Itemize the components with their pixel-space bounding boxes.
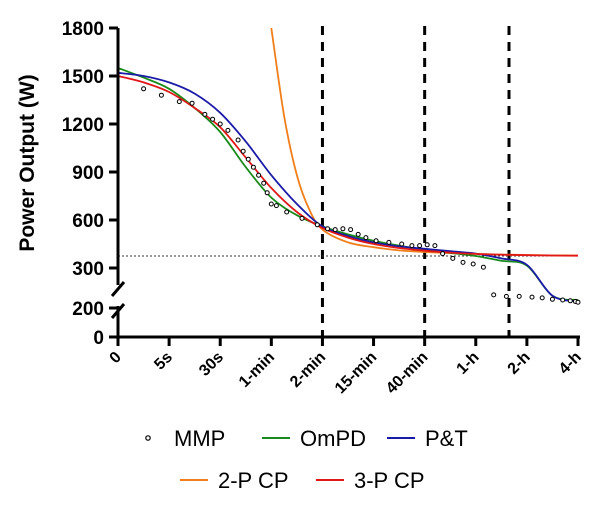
mmp-point: [575, 299, 581, 305]
mmp-point: [348, 227, 354, 233]
mmp-point: [314, 222, 320, 228]
series-line-3-p-cp: [118, 75, 579, 257]
mmp-point: [539, 295, 545, 301]
mmp-point: [202, 111, 208, 117]
mmp-point: [264, 190, 270, 196]
mmp-point: [299, 215, 305, 221]
mmp-point: [240, 148, 246, 154]
mmp-point: [516, 293, 522, 299]
mmp-point: [363, 235, 369, 241]
mmp-point: [217, 121, 223, 127]
mmp-point: [417, 243, 423, 249]
mmp-point: [325, 226, 331, 232]
mmp-point: [225, 127, 231, 133]
reference-lines: [118, 26, 578, 337]
y-tick-label: 200: [72, 299, 104, 320]
x-tick-label: 5s: [151, 349, 176, 374]
mmp-point: [250, 164, 256, 170]
legend-item-p-t: P&T: [387, 426, 468, 451]
mmp-point: [332, 227, 338, 233]
x-tick-label: 2-min: [287, 349, 329, 391]
mmp-point: [355, 231, 361, 237]
legend-label: P&T: [425, 426, 468, 451]
mmp-point: [284, 209, 290, 215]
mmp-point: [141, 86, 147, 92]
mmp-point: [245, 156, 251, 162]
mmp-point: [176, 99, 182, 105]
legend-item-mmp: MMP: [145, 426, 225, 451]
x-tick-label: 1-min: [236, 349, 278, 391]
mmp-point: [529, 294, 535, 300]
y-axis-break-mark: [110, 281, 126, 297]
mmp-point: [491, 292, 497, 298]
legend-label: 3-P CP: [354, 468, 425, 493]
legend-item-ompd: OmPD: [262, 426, 366, 451]
mmp-point: [256, 172, 262, 178]
mmp-point: [560, 297, 566, 303]
mmp-point: [189, 100, 195, 106]
y-tick-label: 300: [72, 259, 104, 280]
mmp-point: [268, 201, 274, 207]
y-tick-label: 600: [72, 211, 104, 232]
mmp-point: [424, 242, 430, 248]
mmp-point: [386, 239, 392, 245]
y-tick-label: 0: [93, 328, 104, 349]
mmp-point: [567, 298, 573, 304]
legend-label: MMP: [174, 426, 225, 451]
x-tick-label: 30s: [196, 349, 227, 380]
mmp-point: [460, 259, 466, 265]
mmp-point: [399, 241, 405, 247]
x-tick-label: 2-h: [505, 349, 534, 378]
legend-label: 2-P CP: [218, 468, 289, 493]
x-tick-label: 1-h: [454, 349, 483, 378]
y-axis-label: Power Output (W): [16, 74, 39, 251]
mmp-point: [549, 296, 555, 302]
mmp-point: [373, 238, 379, 244]
mmp-point: [210, 116, 216, 122]
mmp-point: [503, 293, 509, 299]
legend: MMP OmPD P&T 2-P CP 3-P CP: [145, 426, 468, 493]
y-tick-label: 900: [72, 163, 104, 184]
mmp-point: [158, 92, 164, 98]
legend-item-3-p-cp: 3-P CP: [316, 468, 425, 493]
mmp-point: [432, 243, 438, 249]
mmp-point: [440, 251, 446, 257]
legend-label: OmPD: [300, 426, 366, 451]
legend-swatch: [145, 435, 151, 441]
y-axis-break-mark: [110, 303, 126, 319]
mmp-point: [261, 180, 267, 186]
mmp-point: [450, 255, 456, 261]
series-line-p-t: [118, 71, 579, 303]
legend-item-2-p-cp: 2-P CP: [180, 468, 289, 493]
y-tick-label: 1800: [62, 19, 104, 40]
series-mmp: [141, 86, 581, 305]
series-group: [118, 27, 581, 305]
y-tick-label: 1200: [62, 115, 104, 136]
mmp-point: [470, 261, 476, 267]
mmp-point: [409, 243, 415, 249]
mmp-point: [340, 226, 346, 232]
mmp-point: [273, 203, 279, 209]
x-tick-label: 0: [107, 349, 125, 367]
y-tick-label: 1500: [62, 67, 104, 88]
x-tick-label: 40-min: [383, 349, 431, 397]
x-tick-label: 4-h: [556, 349, 585, 378]
mmp-point: [480, 264, 486, 270]
mmp-point: [235, 137, 241, 143]
x-tick-label: 15-min: [332, 349, 380, 397]
